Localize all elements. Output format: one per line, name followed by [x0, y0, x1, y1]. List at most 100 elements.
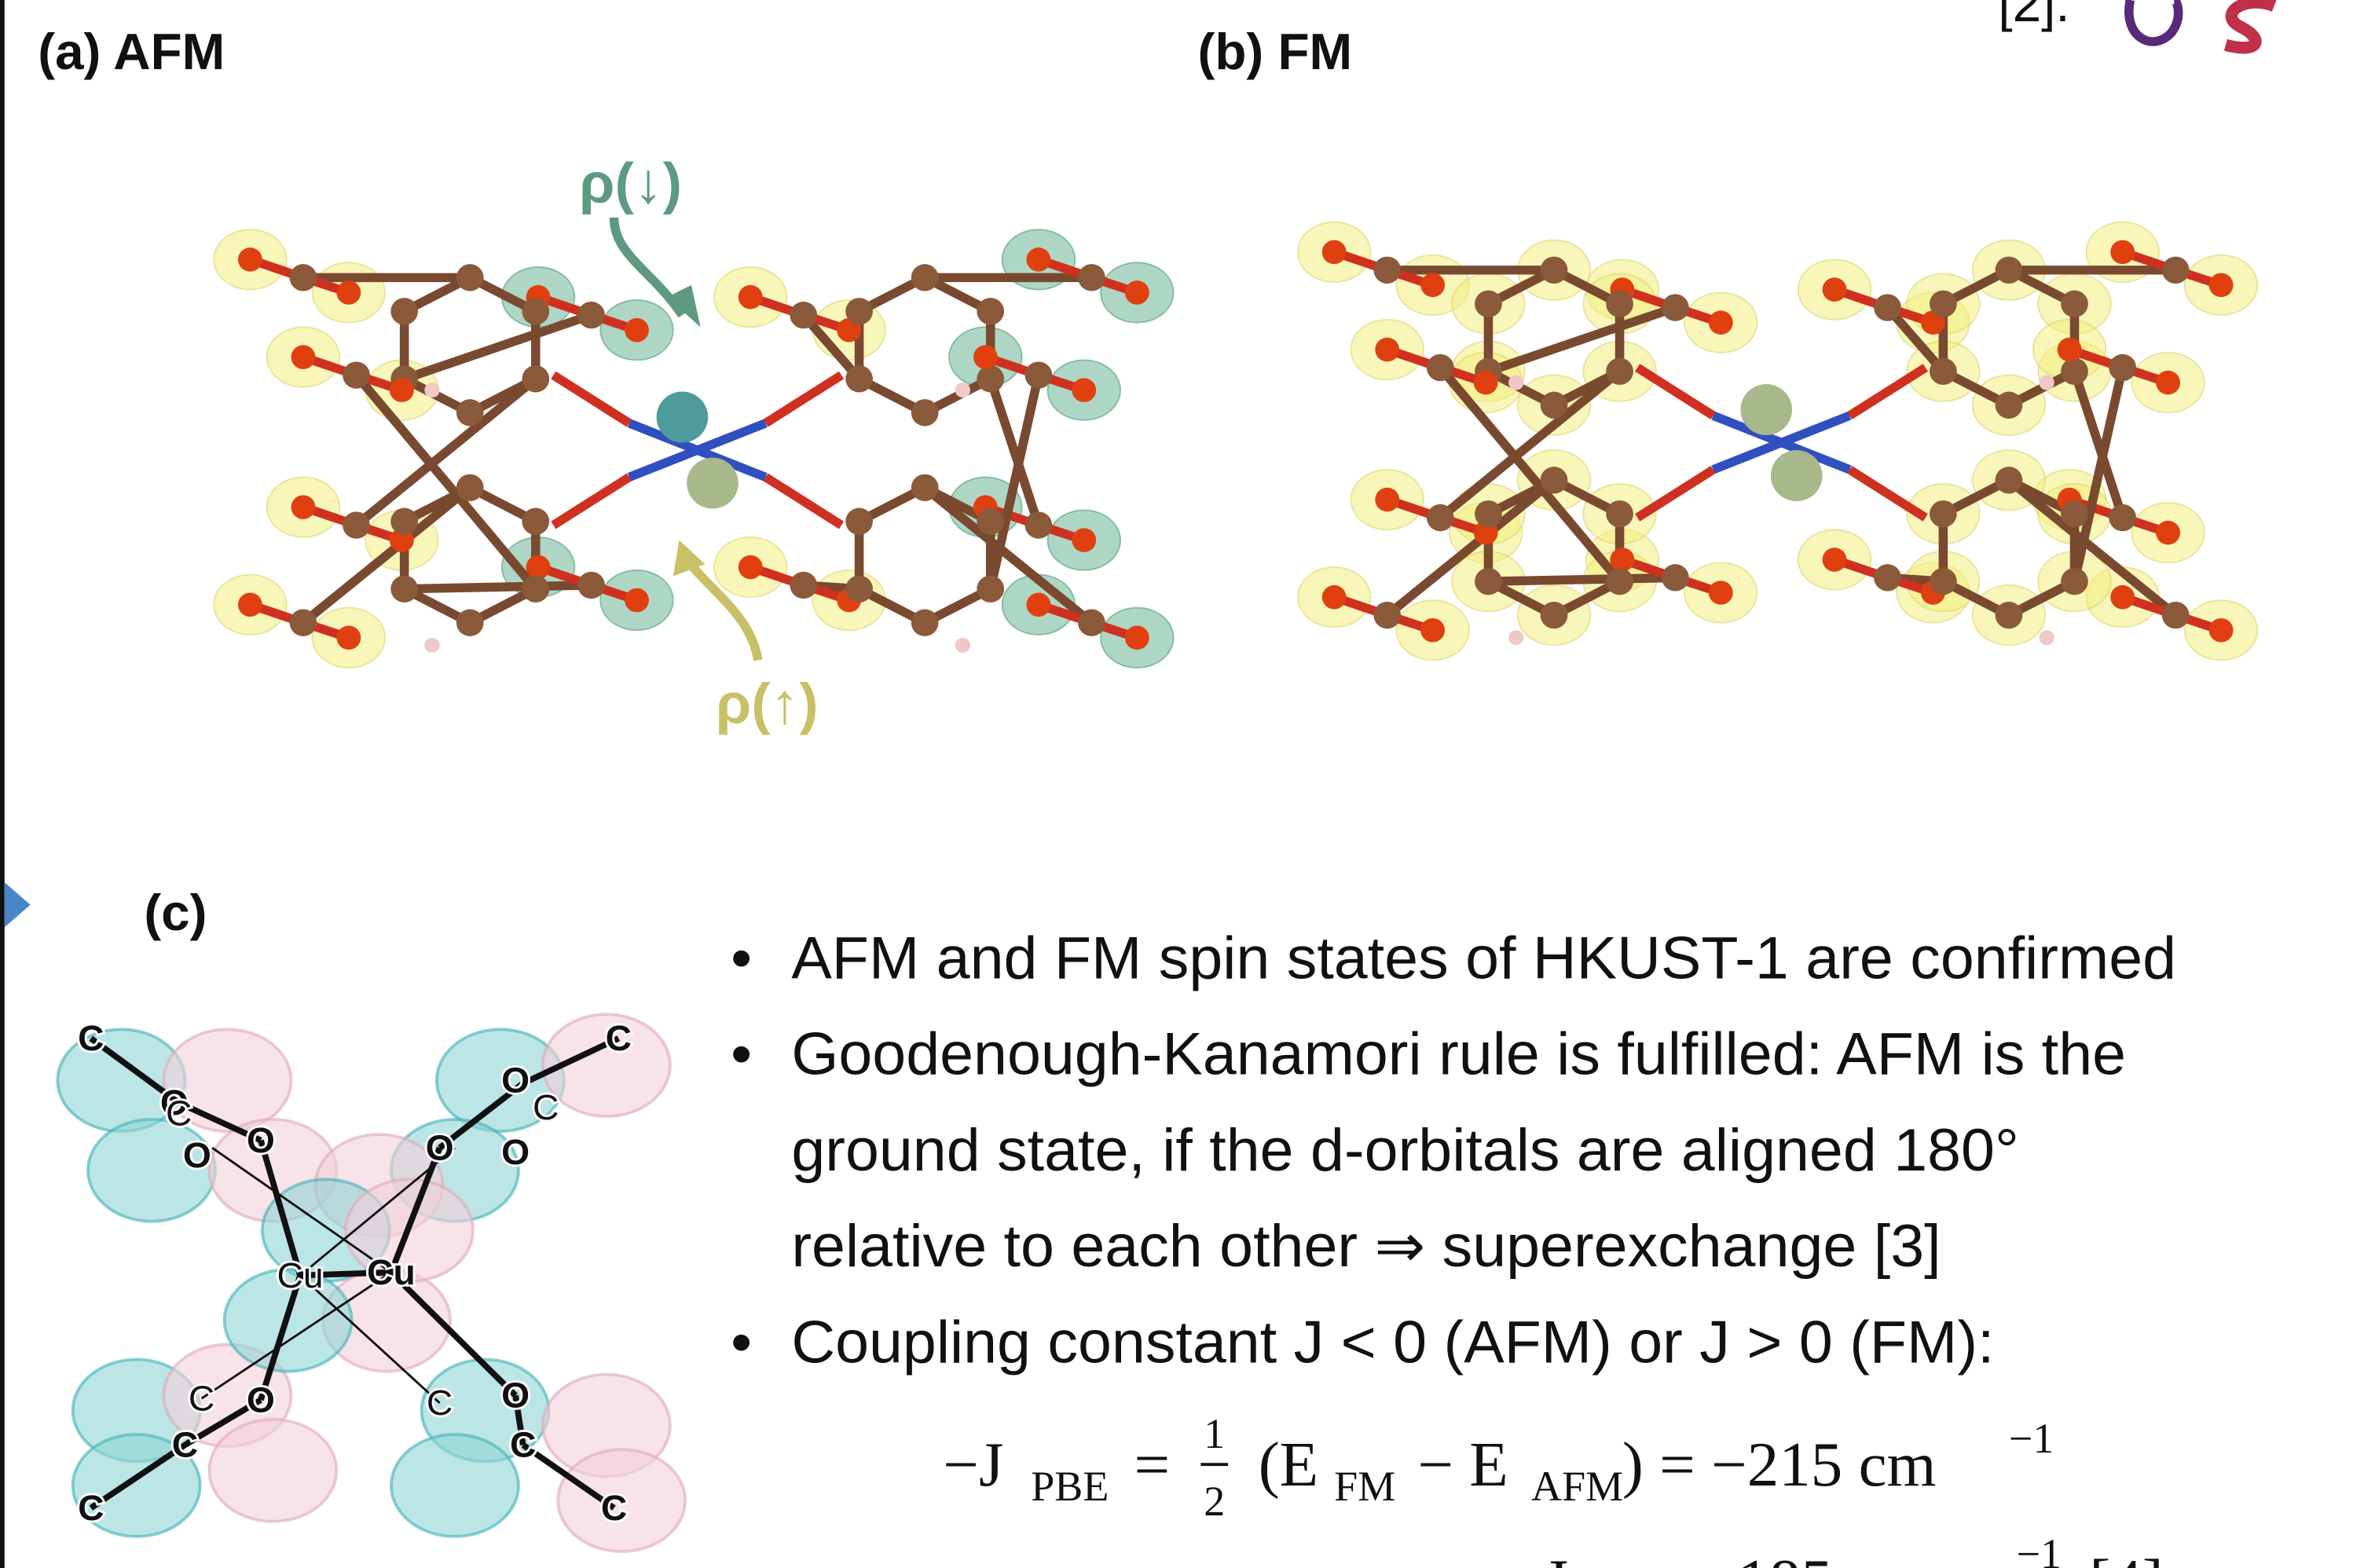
atom — [977, 508, 1004, 535]
atom — [290, 609, 317, 636]
equation-part: PBE — [1031, 1463, 1109, 1510]
atom — [1606, 358, 1633, 385]
atom — [1996, 467, 2023, 493]
atom — [390, 298, 418, 324]
atom — [1508, 630, 1523, 645]
equations: −JPBE=12(EFM− EAFM) = −215 cm−1J= −185 c… — [943, 1410, 2163, 1568]
atom — [1474, 371, 1498, 395]
annotation: ρ(↓) — [579, 152, 682, 215]
atom — [2209, 273, 2234, 298]
bond — [766, 477, 841, 525]
panel-label: (a) AFM — [38, 23, 225, 80]
atom — [343, 361, 370, 388]
atom-label: C — [601, 1487, 627, 1528]
atom — [526, 555, 551, 580]
atom-label: O — [247, 1379, 275, 1420]
atom-label: C — [533, 1086, 559, 1127]
atom — [424, 383, 439, 397]
atom — [2109, 354, 2136, 381]
atom — [2040, 630, 2054, 645]
bond — [553, 376, 629, 423]
atom — [955, 383, 970, 397]
atom — [2061, 500, 2088, 527]
atom — [1375, 338, 1399, 362]
atom — [1610, 548, 1634, 572]
equation-part: AFM — [1531, 1463, 1623, 1510]
atom — [456, 399, 484, 426]
atom-label: C — [189, 1378, 214, 1419]
atom — [1930, 358, 1957, 385]
cu-atom — [687, 458, 739, 509]
atom — [845, 365, 873, 392]
atom — [1662, 564, 1689, 591]
atom — [625, 318, 649, 343]
atom — [1541, 602, 1568, 628]
atom — [1874, 564, 1901, 591]
atom — [1930, 291, 1957, 317]
bond — [1488, 577, 1675, 581]
atom — [1930, 568, 1957, 595]
atom — [911, 474, 939, 501]
atom — [336, 280, 361, 305]
atom — [739, 285, 763, 310]
atom — [456, 474, 484, 501]
atom — [977, 365, 1004, 392]
atom — [1709, 581, 1733, 605]
atom — [2061, 358, 2088, 385]
atom — [1996, 602, 2023, 628]
atom-label: C — [606, 1017, 632, 1058]
atom — [1078, 264, 1105, 291]
atom — [911, 609, 939, 636]
atom — [1373, 602, 1401, 628]
atom — [1375, 488, 1399, 512]
atom — [424, 638, 439, 653]
atom — [1475, 500, 1502, 527]
bullet-marker: • — [731, 925, 752, 992]
atom — [1541, 392, 1568, 419]
atom — [845, 576, 873, 603]
atom — [790, 302, 817, 328]
atom — [1420, 273, 1445, 298]
atom — [973, 345, 998, 369]
equation-part: −J — [943, 1430, 1003, 1500]
atom — [522, 576, 549, 603]
atom-label: O — [501, 1060, 530, 1101]
atom-label: C — [510, 1424, 536, 1465]
atom-label: C — [78, 1017, 104, 1058]
atom — [1606, 568, 1633, 595]
atom — [911, 399, 939, 426]
atom-label: O — [501, 1375, 530, 1416]
bullet-marker: • — [731, 1020, 752, 1088]
atom — [577, 302, 605, 328]
atom-label: C — [78, 1487, 104, 1528]
equation-part: [4] — [2089, 1547, 2163, 1568]
bond — [405, 315, 592, 379]
atom — [522, 298, 549, 324]
panel-label: (b) FM — [1198, 23, 1353, 80]
bullet-text: Goodenough-Kanamori rule is fulfilled: A… — [791, 1020, 2126, 1088]
equation-part: J — [1544, 1547, 1569, 1568]
atom — [1072, 378, 1096, 402]
bullet-text: AFM and FM spin states of HKUST-1 are co… — [791, 925, 2176, 992]
bond — [629, 450, 698, 477]
bond — [698, 423, 766, 450]
atom — [2156, 371, 2180, 395]
atom — [1078, 609, 1105, 636]
atom — [845, 508, 873, 535]
atom — [625, 588, 649, 613]
atom — [2162, 602, 2190, 628]
atom — [238, 592, 262, 617]
atom — [1606, 500, 1633, 527]
bullet-text: Coupling constant J < 0 (AFM) or J > 0 (… — [791, 1309, 1994, 1376]
atom — [1475, 291, 1502, 317]
atom — [456, 264, 484, 291]
page: { "header": {"reference": "[2]."}, "pane… — [0, 0, 2353, 1568]
orbital-lobe — [391, 1434, 519, 1537]
atom — [2058, 338, 2082, 362]
cu-atom — [1771, 450, 1823, 501]
annotation: ρ(↑) — [716, 672, 819, 736]
atom — [2110, 240, 2135, 265]
atom — [1427, 504, 1454, 531]
atom — [1662, 294, 1689, 321]
atom-label: O — [183, 1134, 211, 1175]
